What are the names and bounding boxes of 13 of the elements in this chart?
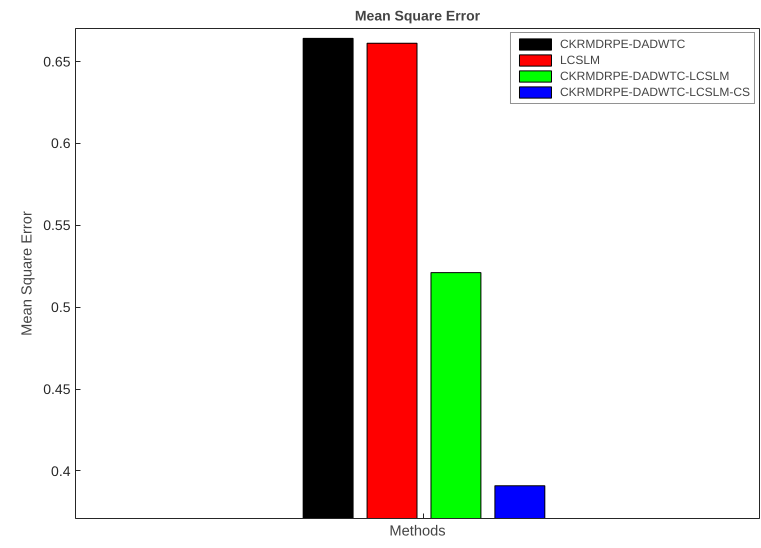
y-tick-label: 0.45	[43, 381, 71, 398]
legend-label: CKRMDRPE-DADWTC-LCSLM-CS	[560, 85, 750, 99]
y-tick-label: 0.4	[51, 462, 71, 479]
y-axis-title: Mean Square Error	[19, 211, 36, 336]
legend-label: CKRMDRPE-DADWTC	[560, 37, 686, 51]
y-tick-label: 0.5	[51, 299, 71, 316]
y-tick-label: 0.55	[43, 217, 71, 234]
chart-title: Mean Square Error	[354, 8, 481, 24]
legend-label: LCSLM	[560, 53, 600, 67]
legend-label: CKRMDRPE-DADWTC-LCSLM	[560, 69, 730, 83]
x-axis-title: Methods	[389, 524, 446, 540]
y-tick-label: 0.6	[51, 135, 71, 152]
y-tick-label: 0.65	[43, 53, 71, 70]
